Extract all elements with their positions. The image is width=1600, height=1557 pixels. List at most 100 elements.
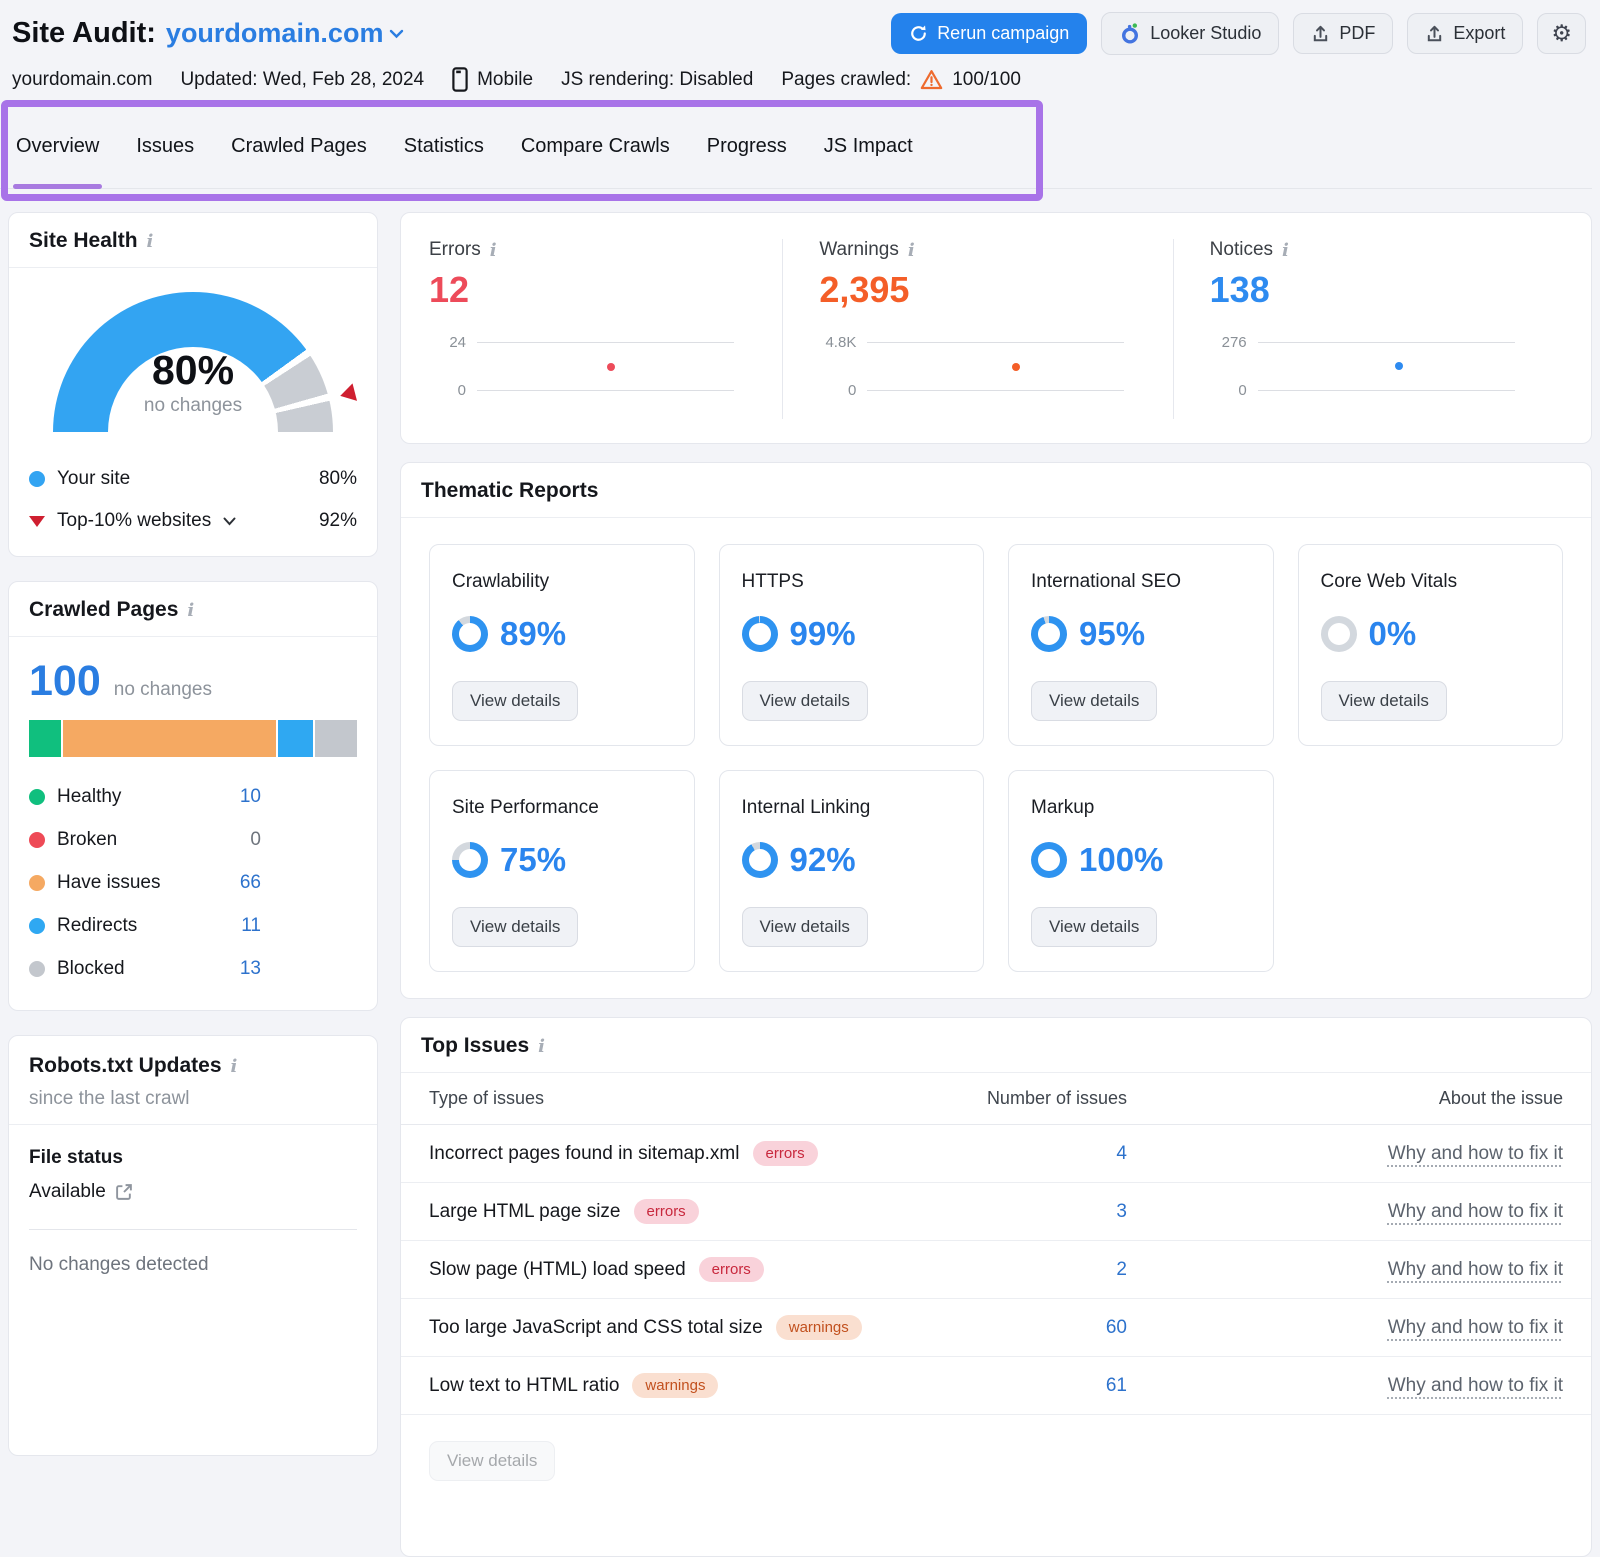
thematic-report-tile: International SEO 95% View details bbox=[1008, 544, 1274, 746]
looker-studio-button[interactable]: Looker Studio bbox=[1101, 12, 1279, 55]
robots-subtitle: since the last crawl bbox=[29, 1088, 357, 1110]
crawled-pages-legend-row: Healthy 10 bbox=[29, 775, 261, 818]
top-issue-row: Low text to HTML ratio warnings 61 Why a… bbox=[401, 1357, 1591, 1415]
crawled-pages-count-link[interactable]: 11 bbox=[241, 915, 261, 937]
issue-summary-value: 2,395 bbox=[819, 269, 1144, 311]
mobile-phone-icon bbox=[452, 67, 468, 92]
crawled-pages-legend-row: Broken 0 bbox=[29, 818, 261, 861]
sparkline: 24 0 bbox=[429, 333, 734, 399]
info-icon[interactable]: i bbox=[538, 1036, 545, 1057]
top-issues-column-header: Type of issues Number of issues About th… bbox=[401, 1073, 1591, 1125]
top-issue-row: Large HTML page size errors 3 Why and ho… bbox=[401, 1183, 1591, 1241]
view-details-button[interactable]: View details bbox=[1031, 907, 1157, 947]
meta-updated: Updated: Wed, Feb 28, 2024 bbox=[180, 69, 424, 91]
domain-dropdown[interactable]: yourdomain.com bbox=[166, 18, 405, 49]
thematic-report-tile: Site Performance 75% View details bbox=[429, 770, 695, 972]
view-details-button[interactable]: View details bbox=[742, 907, 868, 947]
robots-note: No changes detected bbox=[29, 1254, 357, 1276]
view-details-button[interactable]: View details bbox=[1031, 681, 1157, 721]
legend-dot-icon bbox=[29, 961, 45, 977]
donut-progress-icon bbox=[1031, 616, 1067, 652]
donut-progress-icon bbox=[1031, 842, 1067, 878]
info-icon[interactable]: i bbox=[147, 231, 154, 252]
tile-percentage: 95% bbox=[1079, 615, 1145, 653]
domain-dropdown-label: yourdomain.com bbox=[166, 18, 384, 49]
issue-count-link[interactable]: 60 bbox=[1106, 1317, 1127, 1338]
tab-js-impact[interactable]: JS Impact bbox=[824, 134, 913, 189]
robots-txt-card: Robots.txt Updates i since the last craw… bbox=[8, 1035, 378, 1456]
issue-summary-column: Warnings i 2,395 4.8K 0 bbox=[782, 239, 1172, 419]
top-issue-row: Too large JavaScript and CSS total size … bbox=[401, 1299, 1591, 1357]
thematic-report-tile: Internal Linking 92% View details bbox=[719, 770, 985, 972]
sparkline: 4.8K 0 bbox=[819, 333, 1124, 399]
info-icon[interactable]: i bbox=[1282, 240, 1289, 261]
sparkline-dot-icon bbox=[607, 363, 615, 371]
issues-summary-card: Errors i 12 24 0 Warnings i 2,395 4.8K 0… bbox=[400, 212, 1592, 444]
info-icon[interactable]: i bbox=[231, 1056, 238, 1077]
settings-gear-button[interactable]: ⚙ bbox=[1537, 13, 1586, 54]
info-icon[interactable]: i bbox=[187, 600, 194, 621]
crawled-pages-count-link: 0 bbox=[250, 829, 261, 851]
info-icon[interactable]: i bbox=[908, 240, 915, 261]
issue-severity-badge: errors bbox=[634, 1199, 699, 1224]
rerun-campaign-button[interactable]: Rerun campaign bbox=[891, 13, 1087, 54]
donut-progress-icon bbox=[742, 616, 778, 652]
crawled-pages-stacked-bar bbox=[29, 720, 357, 757]
crawled-pages-change: no changes bbox=[114, 679, 212, 701]
top-issues-view-details-button[interactable]: View details bbox=[429, 1441, 555, 1481]
upload-icon bbox=[1425, 24, 1444, 43]
meta-js-rendering: JS rendering: Disabled bbox=[561, 69, 753, 91]
tab-crawled-pages[interactable]: Crawled Pages bbox=[231, 134, 367, 189]
bar-segment-have-issues bbox=[63, 720, 276, 757]
issue-severity-badge: warnings bbox=[776, 1315, 862, 1340]
tile-percentage: 92% bbox=[790, 841, 856, 879]
why-how-to-fix-link[interactable]: Why and how to fix it bbox=[1388, 1375, 1563, 1396]
divider bbox=[29, 1229, 357, 1230]
donut-progress-icon bbox=[452, 616, 488, 652]
sparkline-dot-icon bbox=[1395, 362, 1403, 370]
view-details-button[interactable]: View details bbox=[742, 681, 868, 721]
donut-progress-icon bbox=[452, 842, 488, 878]
thematic-reports-card: Thematic Reports Crawlability 89% View d… bbox=[400, 462, 1592, 999]
tab-statistics[interactable]: Statistics bbox=[404, 134, 484, 189]
tab-compare-crawls[interactable]: Compare Crawls bbox=[521, 134, 670, 189]
issue-count-link[interactable]: 3 bbox=[1116, 1201, 1127, 1222]
page-title: Site Audit: bbox=[12, 17, 156, 50]
issue-count-link[interactable]: 61 bbox=[1106, 1375, 1127, 1396]
tab-overview[interactable]: Overview bbox=[16, 134, 99, 189]
view-details-button[interactable]: View details bbox=[452, 907, 578, 947]
export-button[interactable]: Export bbox=[1407, 13, 1523, 54]
legend-dot-icon bbox=[29, 832, 45, 848]
legend-dot-icon bbox=[29, 918, 45, 934]
why-how-to-fix-link[interactable]: Why and how to fix it bbox=[1388, 1317, 1563, 1338]
crawled-pages-count-link[interactable]: 10 bbox=[240, 786, 261, 808]
legend-row-benchmark[interactable]: Top-10% websites 92% bbox=[29, 500, 357, 542]
crawled-pages-count-link[interactable]: 13 bbox=[240, 958, 261, 980]
tab-issues[interactable]: Issues bbox=[136, 134, 194, 189]
why-how-to-fix-link[interactable]: Why and how to fix it bbox=[1388, 1259, 1563, 1280]
upload-icon bbox=[1311, 24, 1330, 43]
site-health-card: Site Health i 80% no changes bbox=[8, 212, 378, 557]
crawled-pages-card: Crawled Pages i 100 no changes Healthy 1… bbox=[8, 581, 378, 1011]
info-icon[interactable]: i bbox=[490, 240, 497, 261]
pdf-button[interactable]: PDF bbox=[1293, 13, 1393, 54]
tile-percentage: 75% bbox=[500, 841, 566, 879]
issue-count-link[interactable]: 4 bbox=[1116, 1143, 1127, 1164]
view-details-button[interactable]: View details bbox=[1321, 681, 1447, 721]
site-health-change: no changes bbox=[53, 395, 333, 417]
external-link-icon[interactable] bbox=[115, 1183, 133, 1201]
issue-severity-badge: errors bbox=[699, 1257, 764, 1282]
thematic-report-tile: Core Web Vitals 0% View details bbox=[1298, 544, 1564, 746]
tab-progress[interactable]: Progress bbox=[707, 134, 787, 189]
benchmark-marker-icon bbox=[338, 384, 357, 405]
issue-count-link[interactable]: 2 bbox=[1116, 1259, 1127, 1280]
why-how-to-fix-link[interactable]: Why and how to fix it bbox=[1388, 1143, 1563, 1164]
meta-pages-crawled: Pages crawled: 100/100 bbox=[781, 69, 1021, 91]
thematic-report-tile: HTTPS 99% View details bbox=[719, 544, 985, 746]
view-details-button[interactable]: View details bbox=[452, 681, 578, 721]
issue-summary-column: Notices i 138 276 0 bbox=[1173, 239, 1563, 419]
why-how-to-fix-link[interactable]: Why and how to fix it bbox=[1388, 1201, 1563, 1222]
legend-row-your-site: Your site 80% bbox=[29, 458, 357, 500]
crawled-pages-count-link[interactable]: 66 bbox=[240, 872, 261, 894]
tile-percentage: 89% bbox=[500, 615, 566, 653]
